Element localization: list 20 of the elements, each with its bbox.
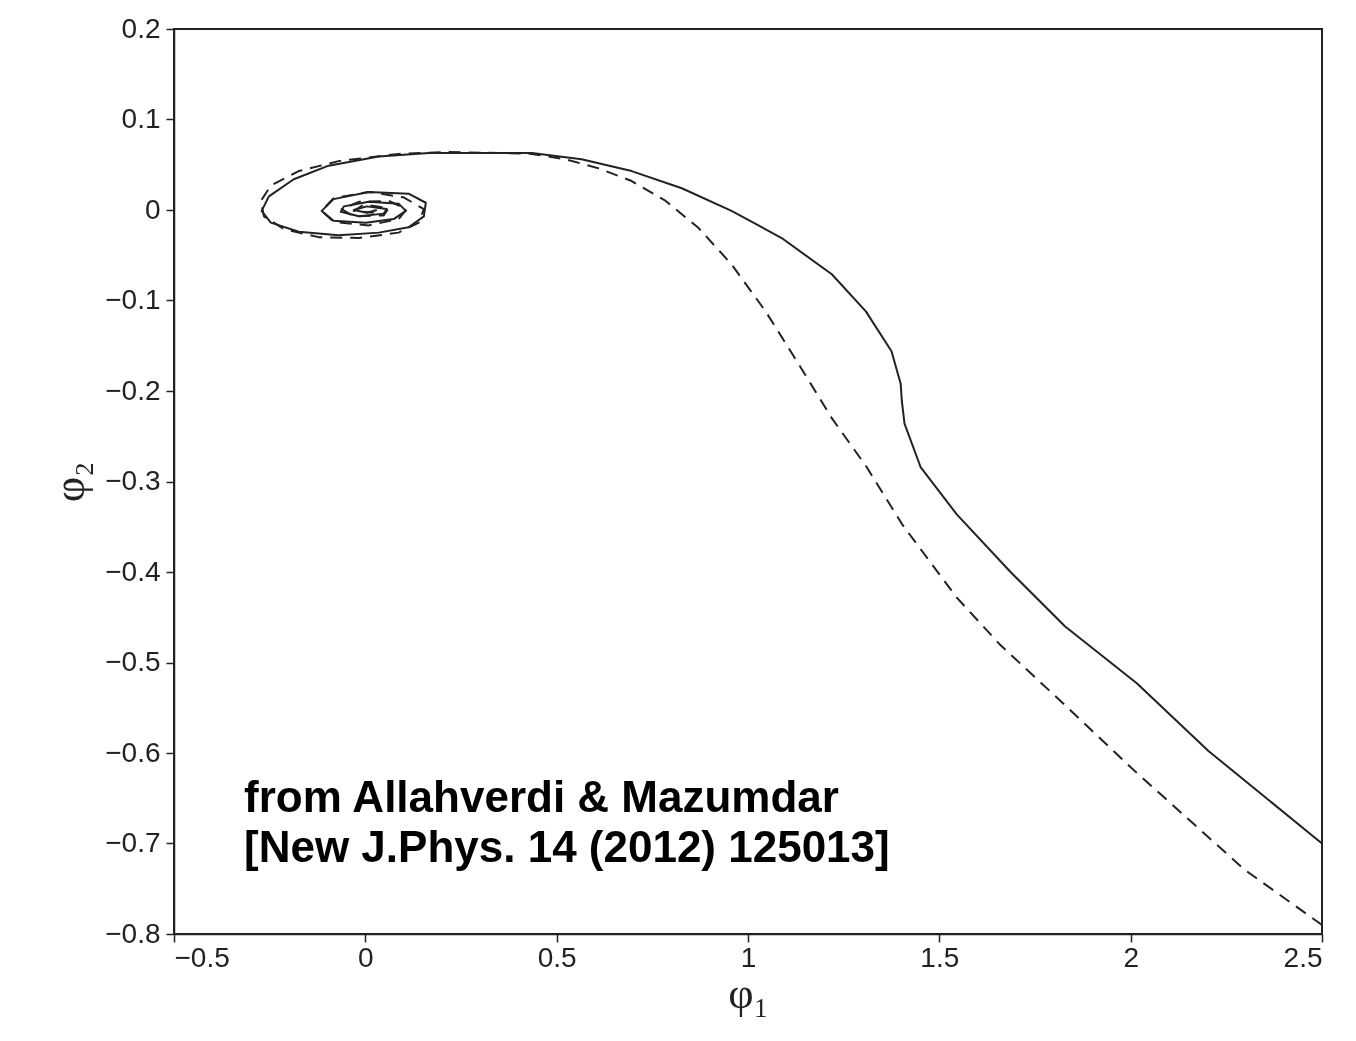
y-tick-label: −0.5 [105,646,161,677]
y-axis-title: φ₂ [45,461,95,503]
annotation: from Allahverdi & Mazumdar [244,772,839,821]
y-tick-label: 0 [144,193,161,225]
x-tick-label: 1.5 [920,941,960,973]
y-tick-label: −0.1 [105,284,161,315]
y-tick-label: −0.2 [105,374,161,406]
y-tick-label: −0.8 [105,917,161,949]
y-tick-label: 0.2 [121,12,161,44]
y-tick-label: −0.6 [105,736,161,768]
y-tick-label: −0.7 [105,827,161,858]
x-tick-label: 2 [1123,941,1139,973]
x-tick-label: −0.5 [174,941,230,973]
x-tick-label: 0 [358,941,374,973]
annotation: [New J.Phys. 14 (2012) 125013] [244,822,890,871]
y-tick-label: −0.3 [105,465,161,496]
x-tick-label: 0.5 [537,941,577,973]
x-tick-label: 2.5 [1283,941,1323,973]
y-tick-label: 0.1 [121,103,161,134]
y-tick-label: −0.4 [105,555,161,587]
